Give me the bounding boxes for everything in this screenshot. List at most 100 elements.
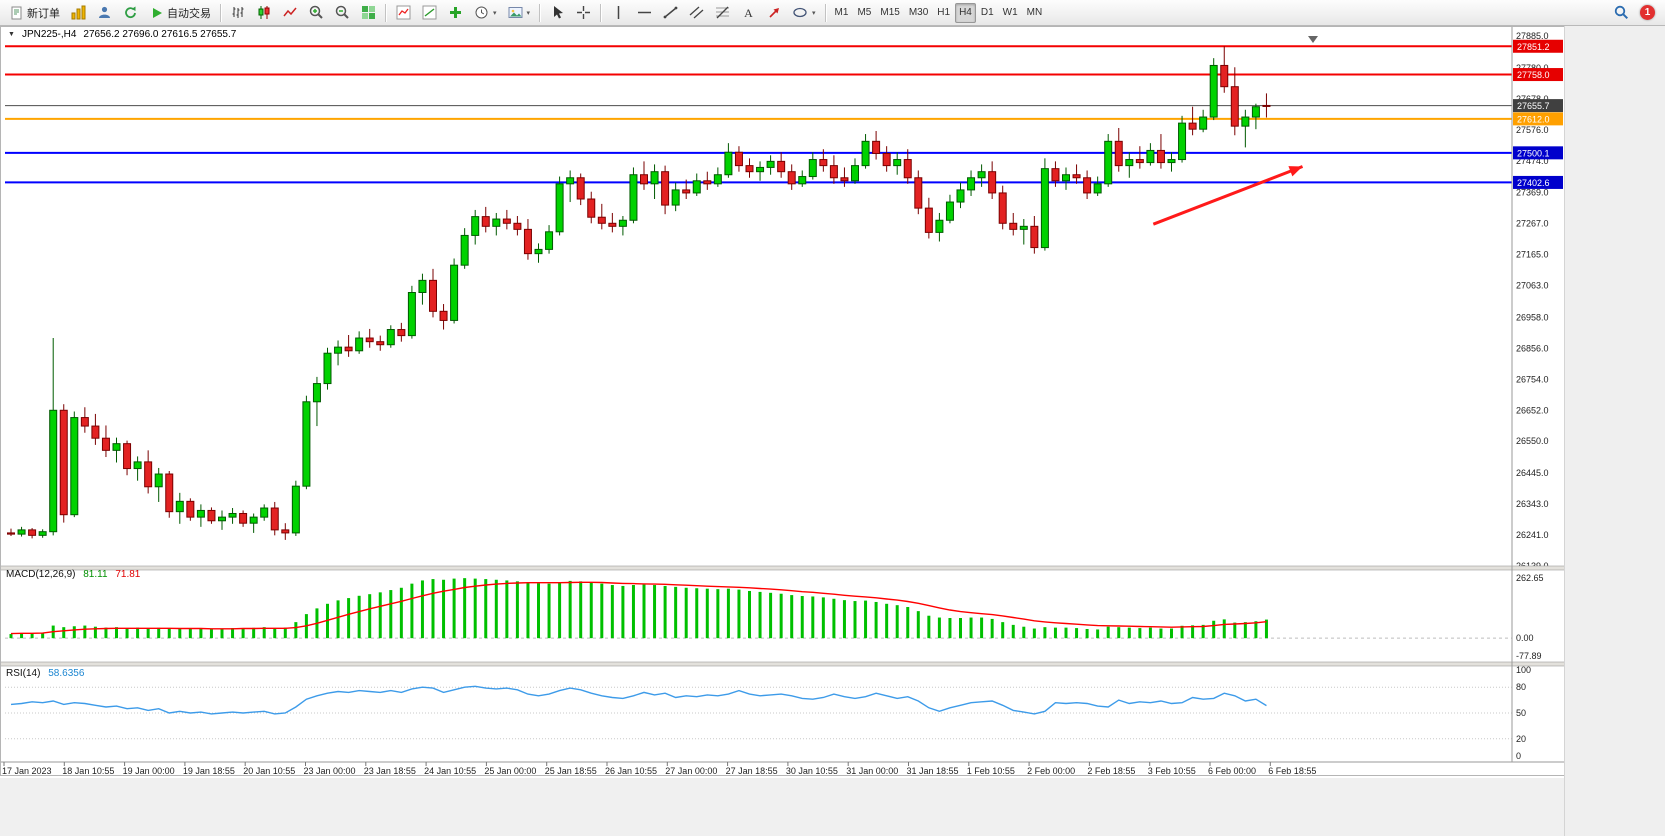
svg-text:26445.0: 26445.0 <box>1516 468 1549 478</box>
trendline-button[interactable] <box>658 2 683 24</box>
timeframe-label: W1 <box>1002 7 1018 18</box>
bars-chart-button[interactable] <box>226 2 251 24</box>
text-button[interactable]: A <box>736 2 761 24</box>
auto-trading-label: 自动交易 <box>167 7 211 20</box>
macd-label: MACD(12,26,9) 81.11 71.81 <box>6 569 140 580</box>
svg-text:27612.0: 27612.0 <box>1517 114 1550 124</box>
panel-separator[interactable] <box>0 565 1565 571</box>
new-chart-icon <box>71 5 86 20</box>
timeframe-label: M1 <box>834 7 849 18</box>
zoom-out-button[interactable] <box>330 2 355 24</box>
macd-signal-line <box>10 581 1267 635</box>
svg-text:24 Jan 10:55: 24 Jan 10:55 <box>424 766 476 776</box>
channel-button[interactable] <box>684 2 709 24</box>
line-chart-icon <box>283 5 298 20</box>
collapse-triangle-icon[interactable]: ▼ <box>8 31 15 38</box>
cursor-button[interactable] <box>545 2 570 24</box>
toolbar-separator <box>220 3 222 22</box>
horizontal-line-button[interactable] <box>632 2 657 24</box>
chart-symbol-period: JPN225-,H4 <box>21 29 77 40</box>
timeframe-M1-button[interactable]: M1 <box>831 3 853 23</box>
svg-text:27780.0: 27780.0 <box>1516 63 1549 73</box>
svg-text:50: 50 <box>1516 708 1526 718</box>
svg-text:0.00: 0.00 <box>1516 633 1534 643</box>
candlestick-chart-button[interactable] <box>252 2 277 24</box>
profiles-button[interactable] <box>92 2 117 24</box>
svg-text:26754.0: 26754.0 <box>1516 374 1549 384</box>
add-indicator-button[interactable] <box>443 2 468 24</box>
svg-text:26550.0: 26550.0 <box>1516 436 1549 446</box>
trendline-icon <box>663 5 678 20</box>
macd-main-value: 81.11 <box>83 569 108 580</box>
line-chart-button[interactable] <box>278 2 303 24</box>
periods-icon <box>474 5 489 20</box>
price-scale[interactable]: 27885.0 27780.0 27678.0 27576.0 27474.0 27369… <box>1516 31 1549 571</box>
time-scale[interactable]: 17 Jan 2023 18 Jan 10:55 19 Jan 00:00 19 Ja… <box>2 762 1316 776</box>
profiles-icon <box>97 5 112 20</box>
price-chart[interactable]: 27885.0 27780.0 27678.0 27576.0 27474.0 27369… <box>0 26 1565 836</box>
chart-shift-marker-icon[interactable] <box>1308 36 1318 43</box>
crosshair-button[interactable] <box>571 2 596 24</box>
vertical-line-button[interactable] <box>606 2 631 24</box>
svg-text:26856.0: 26856.0 <box>1516 343 1549 353</box>
channel-icon <box>689 5 704 20</box>
svg-text:2 Feb 00:00: 2 Feb 00:00 <box>1027 766 1075 776</box>
arrows-icon <box>767 5 782 20</box>
objects-button[interactable] <box>417 2 442 24</box>
objects-icon <box>422 5 437 20</box>
right-gutter <box>1564 26 1665 836</box>
toolbar-separator <box>824 3 827 22</box>
new-chart-button[interactable] <box>66 2 91 24</box>
trend-arrow-annotation[interactable] <box>1152 165 1304 226</box>
refresh-button[interactable] <box>118 2 143 24</box>
arrows-button[interactable] <box>762 2 787 24</box>
timeframe-M15-button[interactable]: M15 <box>876 3 903 23</box>
svg-text:1 Feb 10:55: 1 Feb 10:55 <box>967 766 1015 776</box>
candlestick-chart-icon <box>257 5 272 20</box>
zoom-in-button[interactable] <box>304 2 329 24</box>
search-button[interactable] <box>1609 2 1634 24</box>
timeframe-W1-button[interactable]: W1 <box>999 3 1022 23</box>
auto-trading-button[interactable]: 自动交易 <box>144 2 216 24</box>
panel-separator[interactable] <box>0 661 1565 667</box>
svg-text:80: 80 <box>1516 682 1526 692</box>
templates-button[interactable]: ▾ <box>503 2 536 24</box>
svg-text:26343.0: 26343.0 <box>1516 499 1549 509</box>
timeframe-H4-button[interactable]: H4 <box>955 2 976 23</box>
timeframe-H1-button[interactable]: H1 <box>933 3 954 23</box>
svg-text:27165.0: 27165.0 <box>1516 250 1549 260</box>
timeframe-label: H1 <box>937 7 951 18</box>
timeframe-M5-button[interactable]: M5 <box>853 3 875 23</box>
new-order-icon <box>9 5 24 20</box>
macd-panel[interactable]: 262.65 0.00 -77.89 <box>5 573 1544 661</box>
new-order-button[interactable]: 新订单 <box>4 2 65 24</box>
toolbar-separator <box>539 3 542 22</box>
timeframe-label: H4 <box>959 7 972 18</box>
timeframe-D1-button[interactable]: D1 <box>977 3 998 23</box>
svg-text:3 Feb 10:55: 3 Feb 10:55 <box>1148 766 1196 776</box>
rsi-value: 58.6356 <box>48 668 85 679</box>
templates-icon <box>508 5 523 20</box>
vertical-line-icon <box>611 5 626 20</box>
svg-text:27500.1: 27500.1 <box>1517 148 1550 158</box>
notification-badge[interactable]: 1 <box>1640 5 1655 20</box>
svg-text:25 Jan 00:00: 25 Jan 00:00 <box>484 766 536 776</box>
shapes-button[interactable]: ▾ <box>788 2 821 24</box>
fibonacci-button[interactable] <box>710 2 735 24</box>
periods-button[interactable]: ▾ <box>469 2 502 24</box>
timeframe-MN-button[interactable]: MN <box>1023 3 1047 23</box>
timeframe-M30-button[interactable]: M30 <box>905 3 932 23</box>
candles-layer <box>7 46 1271 540</box>
svg-text:26 Jan 10:55: 26 Jan 10:55 <box>605 766 657 776</box>
toolbar-right-group: 1 <box>1609 2 1661 24</box>
svg-text:27655.7: 27655.7 <box>1517 101 1550 111</box>
svg-text:27474.0: 27474.0 <box>1516 156 1549 166</box>
svg-text:27 Jan 00:00: 27 Jan 00:00 <box>665 766 717 776</box>
svg-text:20 Jan 10:55: 20 Jan 10:55 <box>243 766 295 776</box>
indicators-button[interactable] <box>391 2 416 24</box>
svg-text:26652.0: 26652.0 <box>1516 405 1549 415</box>
rsi-panel[interactable]: 100 80 50 20 0 <box>5 665 1531 761</box>
svg-text:27369.0: 27369.0 <box>1516 188 1549 198</box>
tile-windows-button[interactable] <box>356 2 381 24</box>
toolbar-separator <box>385 3 387 22</box>
